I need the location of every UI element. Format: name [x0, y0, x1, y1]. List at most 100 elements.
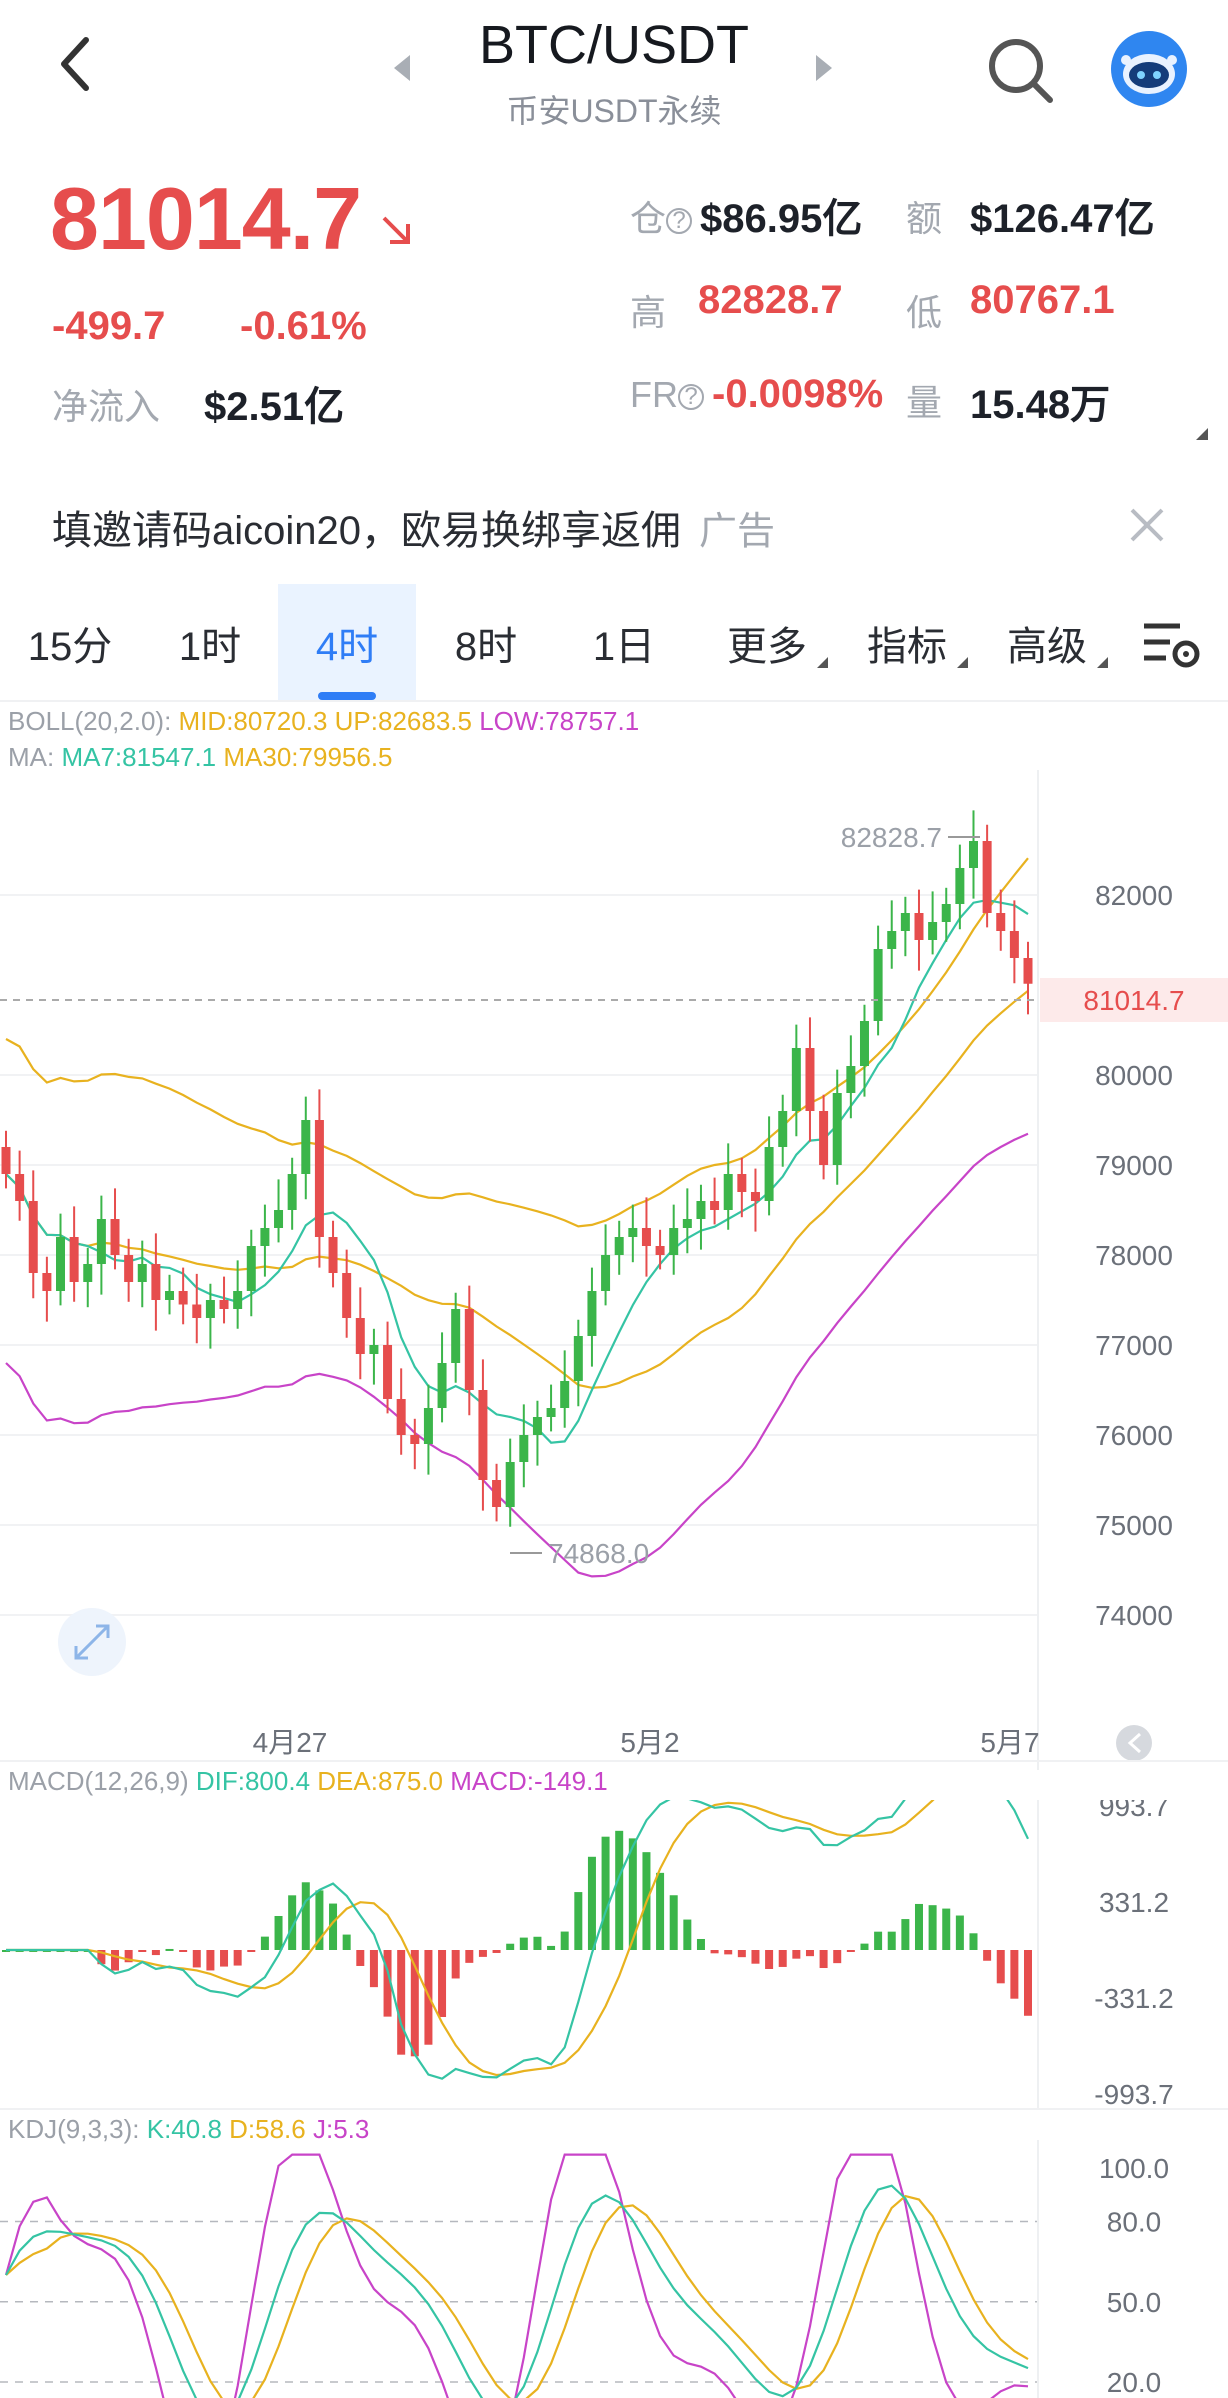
candle	[1023, 958, 1033, 984]
macd-bar	[996, 1950, 1005, 1984]
candle	[805, 1048, 815, 1111]
tab-active-indicator	[318, 692, 376, 700]
kdj-tick-label: 100.0	[1099, 2153, 1169, 2184]
tab-1d[interactable]: 1日	[592, 625, 656, 669]
tab-more[interactable]: 更多	[722, 614, 828, 672]
candle	[260, 1228, 270, 1246]
time-tick-label: 5月2	[620, 1727, 679, 1758]
tab-indicators[interactable]: 指标	[862, 614, 968, 672]
macd-bar	[560, 1931, 569, 1950]
k-line	[5, 2184, 1029, 2398]
collapse-button[interactable]	[1116, 1725, 1152, 1761]
search-button[interactable]	[986, 36, 1056, 106]
kdj-chart[interactable]: 100.0 80.0 50.0 20.0	[0, 2140, 1228, 2398]
candle	[69, 1237, 79, 1282]
volume-label: 量	[906, 382, 943, 423]
candle	[696, 1201, 706, 1219]
macd-bar	[928, 1905, 937, 1950]
macd-bar	[451, 1950, 460, 1979]
tab-advanced[interactable]: 高级	[1002, 614, 1108, 672]
candle	[710, 1201, 720, 1210]
candle	[410, 1435, 420, 1444]
last-price-tag	[1040, 978, 1228, 1022]
kdj-tick-label: 20.0	[1107, 2367, 1162, 2398]
macd-bar	[233, 1950, 242, 1966]
macd-bar	[914, 1903, 923, 1950]
high-marker: 82828.7	[841, 822, 942, 853]
macd-tick-label: -331.2	[1094, 1983, 1173, 2014]
price-chart[interactable]: 82000 80000 79000 78000 77000 76000 75000 74000…	[0, 770, 1228, 1770]
candle	[464, 1309, 474, 1390]
macd-bar	[547, 1945, 556, 1950]
triangle-left-icon[interactable]	[394, 55, 410, 81]
macd-bar	[151, 1950, 160, 1956]
macd-chart[interactable]: 993.7 331.2 -331.2 -993.7	[0, 1800, 1228, 2110]
candle	[873, 949, 883, 1021]
ma30-line	[5, 989, 1029, 1389]
tab-8h[interactable]: 8时	[454, 625, 518, 669]
expand-button[interactable]	[58, 1608, 126, 1676]
tab-4h[interactable]: 4时	[315, 625, 379, 669]
candle	[505, 1462, 515, 1507]
macd-bar	[833, 1950, 842, 1964]
price-tick-label: 79000	[1095, 1150, 1173, 1181]
macd-bar	[179, 1950, 188, 1952]
candle	[301, 1120, 311, 1174]
oi-label: 仓?	[630, 190, 693, 242]
back-button[interactable]	[52, 34, 100, 94]
candle	[859, 1021, 869, 1066]
avatar[interactable]	[1110, 30, 1188, 108]
time-tick-label: 4月27	[253, 1727, 328, 1758]
candle	[900, 913, 910, 931]
d-line	[5, 2194, 1029, 2398]
macd-bar	[710, 1950, 719, 1954]
arrow-down-right-icon	[382, 216, 410, 244]
candle	[178, 1291, 188, 1305]
macd-legend: MACD(12,26,9) DIF:800.4 DEA:875.0 MACD:-…	[8, 1766, 608, 1796]
low-label: 低	[906, 292, 943, 333]
macd-bar	[260, 1936, 269, 1950]
candle	[287, 1174, 297, 1210]
price-tick-label: 80000	[1095, 1060, 1173, 1091]
price-tick-label: 74000	[1095, 1600, 1173, 1631]
macd-bar	[315, 1890, 324, 1950]
low-marker: 74868.0	[548, 1538, 649, 1569]
search-icon	[989, 39, 1053, 103]
expand-corner-icon[interactable]	[1196, 428, 1208, 440]
last-price: 81014.7	[50, 169, 362, 268]
candle	[83, 1264, 93, 1282]
macd-bar	[942, 1908, 951, 1950]
candle	[601, 1255, 611, 1291]
macd-bar	[274, 1915, 283, 1950]
macd-bar	[410, 1950, 419, 2057]
macd-bar	[601, 1836, 610, 1950]
macd-bar	[288, 1895, 297, 1950]
candle	[383, 1345, 393, 1399]
tab-1h[interactable]: 1时	[178, 625, 242, 669]
macd-bar	[438, 1950, 447, 2018]
info-icon[interactable]: ?	[666, 208, 693, 235]
macd-bar	[805, 1950, 814, 1957]
info-icon[interactable]: ?	[678, 384, 704, 411]
candle	[968, 841, 978, 868]
chart-settings-icon[interactable]	[1140, 618, 1202, 670]
candle	[941, 904, 951, 922]
divider	[0, 700, 1228, 702]
candle	[764, 1147, 774, 1201]
candle	[205, 1300, 215, 1318]
close-icon[interactable]	[1128, 506, 1166, 544]
net-inflow-label: 净流入	[52, 386, 161, 427]
candle	[846, 1066, 856, 1093]
candle	[737, 1174, 747, 1192]
macd-bar	[669, 1895, 678, 1950]
triangle-right-icon[interactable]	[816, 55, 832, 81]
ad-banner[interactable]	[0, 470, 1228, 580]
tab-15m[interactable]: 15分	[27, 625, 113, 669]
change-abs: -499.7	[52, 304, 166, 348]
macd-bar	[247, 1950, 256, 1952]
net-inflow-value: $2.51亿	[204, 385, 345, 429]
tab-active-bg	[278, 584, 416, 700]
boll-upper-line	[5, 857, 1029, 1228]
macd-axis: 993.7 331.2 -331.2 -993.7	[1094, 1800, 1173, 2110]
chart-grid	[0, 894, 1038, 1616]
